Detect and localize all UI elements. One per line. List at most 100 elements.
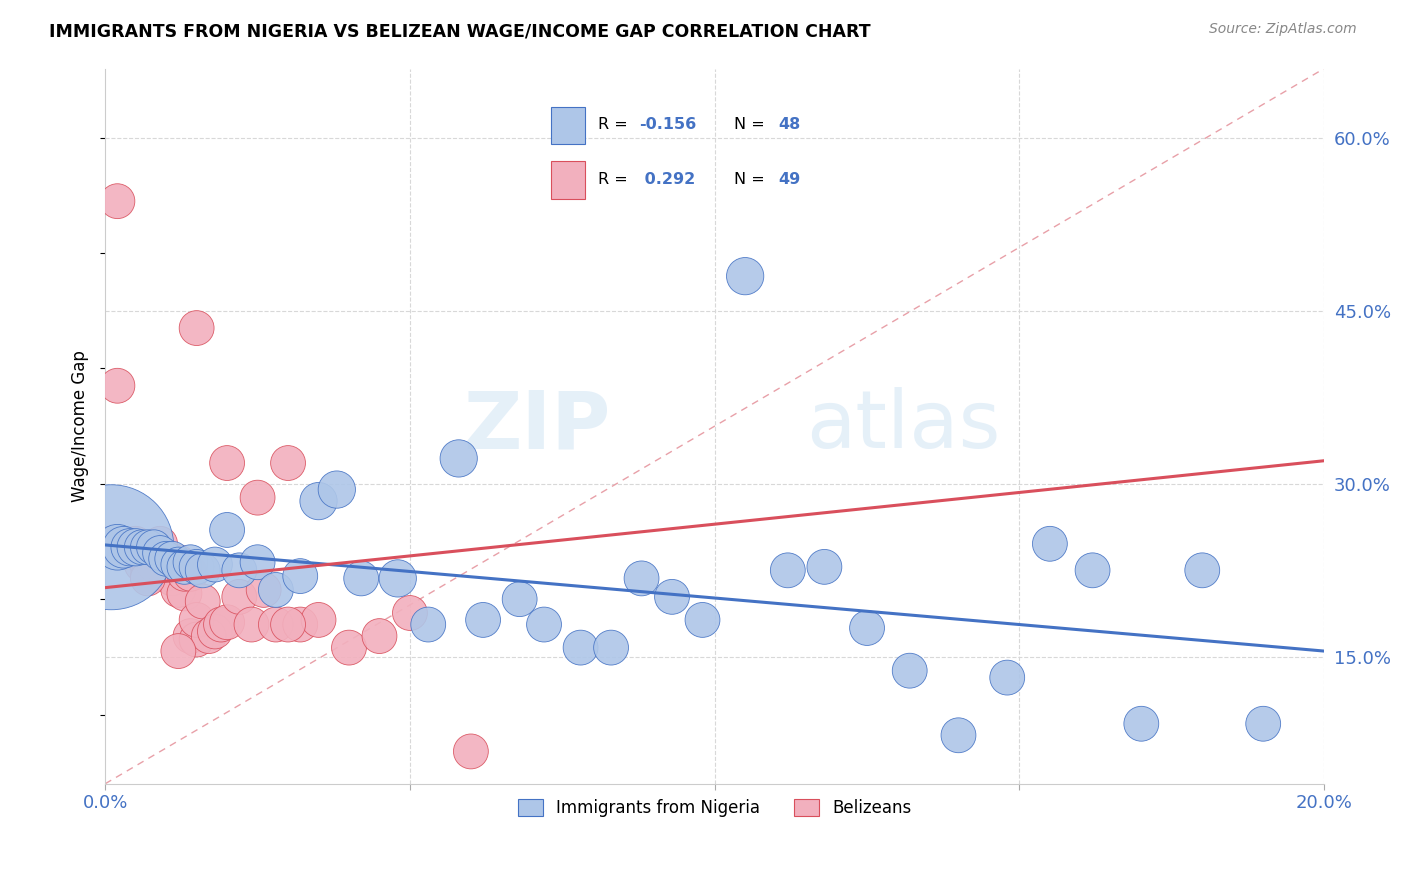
Point xyxy=(418,617,440,632)
Point xyxy=(136,571,159,585)
Point xyxy=(186,632,208,647)
Point xyxy=(167,644,190,658)
Point xyxy=(180,555,202,569)
Point xyxy=(112,543,135,558)
Point xyxy=(277,617,299,632)
Point xyxy=(447,451,470,466)
Point xyxy=(198,629,221,643)
Point xyxy=(264,617,287,632)
Text: ZIP: ZIP xyxy=(464,387,612,465)
Point xyxy=(186,321,208,335)
Point xyxy=(162,555,184,569)
Point xyxy=(350,571,373,585)
Point xyxy=(167,555,190,569)
Point xyxy=(143,558,166,572)
Point xyxy=(107,541,129,555)
Point xyxy=(180,629,202,643)
Point xyxy=(136,541,159,555)
Point xyxy=(337,640,360,655)
Point xyxy=(533,617,555,632)
Point xyxy=(204,624,226,639)
Point xyxy=(125,546,148,560)
Point xyxy=(131,541,153,555)
Point xyxy=(143,541,166,555)
Point xyxy=(136,559,159,574)
Point xyxy=(246,491,269,505)
Point xyxy=(1081,563,1104,577)
Point xyxy=(898,664,921,678)
Point xyxy=(125,541,148,555)
Point xyxy=(180,566,202,581)
Point xyxy=(131,558,153,572)
Point xyxy=(149,546,172,560)
Text: atlas: atlas xyxy=(806,387,1001,465)
Y-axis label: Wage/Income Gap: Wage/Income Gap xyxy=(72,351,89,502)
Point xyxy=(264,582,287,597)
Point xyxy=(217,523,239,537)
Point xyxy=(948,728,970,742)
Point xyxy=(204,558,226,572)
Point xyxy=(813,559,835,574)
Point xyxy=(186,559,208,574)
Point xyxy=(107,378,129,392)
Point xyxy=(308,494,330,508)
Point xyxy=(460,744,482,758)
Point xyxy=(277,456,299,470)
Point xyxy=(472,613,495,627)
Point xyxy=(136,569,159,583)
Point xyxy=(692,613,714,627)
Point xyxy=(149,537,172,551)
Point xyxy=(509,592,531,607)
Point xyxy=(191,563,214,577)
Point xyxy=(186,613,208,627)
Point xyxy=(118,543,141,558)
Point xyxy=(387,571,409,585)
Point xyxy=(308,613,330,627)
Point xyxy=(995,671,1018,685)
Point xyxy=(167,558,190,572)
Point xyxy=(290,569,312,583)
Point xyxy=(100,541,122,555)
Point xyxy=(155,551,177,566)
Point xyxy=(162,551,184,566)
Point xyxy=(1251,716,1274,731)
Point xyxy=(240,617,263,632)
Point xyxy=(246,555,269,569)
Point xyxy=(155,566,177,581)
Point xyxy=(191,594,214,608)
Point xyxy=(399,606,422,620)
Point xyxy=(155,559,177,574)
Legend: Immigrants from Nigeria, Belizeans: Immigrants from Nigeria, Belizeans xyxy=(510,790,920,825)
Point xyxy=(253,582,276,597)
Point xyxy=(173,586,195,600)
Point xyxy=(776,563,799,577)
Point xyxy=(217,456,239,470)
Point xyxy=(107,194,129,209)
Point xyxy=(734,269,756,284)
Point xyxy=(228,563,250,577)
Point xyxy=(112,541,135,555)
Point xyxy=(630,571,652,585)
Point xyxy=(125,537,148,551)
Point xyxy=(118,541,141,555)
Point xyxy=(228,590,250,604)
Point xyxy=(209,617,232,632)
Point xyxy=(1191,563,1213,577)
Point xyxy=(1130,716,1153,731)
Point xyxy=(368,629,391,643)
Text: Source: ZipAtlas.com: Source: ZipAtlas.com xyxy=(1209,22,1357,37)
Point xyxy=(1039,537,1062,551)
Point xyxy=(162,571,184,585)
Text: IMMIGRANTS FROM NIGERIA VS BELIZEAN WAGE/INCOME GAP CORRELATION CHART: IMMIGRANTS FROM NIGERIA VS BELIZEAN WAGE… xyxy=(49,22,870,40)
Point xyxy=(125,543,148,558)
Point xyxy=(290,617,312,632)
Point xyxy=(173,566,195,581)
Point xyxy=(143,549,166,563)
Point xyxy=(661,590,683,604)
Point xyxy=(326,483,349,497)
Point xyxy=(167,582,190,597)
Point xyxy=(856,621,879,635)
Point xyxy=(100,537,122,551)
Point xyxy=(569,640,592,655)
Point xyxy=(173,559,195,574)
